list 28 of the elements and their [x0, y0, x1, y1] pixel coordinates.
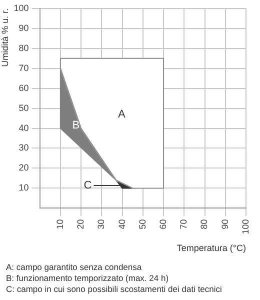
- y-tick-label: 60: [18, 82, 29, 93]
- y-tick-label: 50: [18, 102, 29, 113]
- text: A: campo garantito senza condensa: [6, 262, 143, 273]
- x-tick-label: 70: [178, 219, 189, 230]
- legend-label: C: [84, 180, 92, 192]
- x-tick-label: 50: [137, 219, 148, 230]
- series-label: A: [118, 108, 126, 120]
- x-tick-label: 100: [240, 219, 250, 234]
- y-tick-label: 20: [18, 162, 29, 173]
- y-tick-label: 40: [18, 122, 29, 133]
- x-tick-label: 40: [116, 219, 127, 230]
- y-axis-title: Umidità % u. r.: [0, 8, 10, 67]
- series-label: B: [72, 120, 80, 132]
- y-tick-label: 90: [18, 22, 29, 33]
- x-tick-label: 30: [96, 219, 106, 230]
- y-tick-label: 100: [14, 2, 29, 13]
- x-tick-label: 60: [158, 219, 168, 230]
- y-tick-label: 30: [18, 142, 29, 153]
- y-tick-label: 80: [18, 42, 29, 53]
- x-tick-label: 90: [220, 219, 230, 230]
- x-tick-label: 10: [54, 219, 65, 230]
- text: B: funzionamento temporizzato (max. 24 h): [6, 273, 170, 284]
- y-tick-label: 70: [18, 62, 29, 73]
- x-axis-title: Temperatura (°C): [176, 243, 246, 254]
- x-tick-label: 20: [76, 219, 86, 230]
- y-tick-label: 10: [18, 182, 29, 193]
- text: C: campo in cui sono possibili scostamenti dei dati tecnici: [6, 284, 222, 295]
- x-tick-label: 80: [199, 219, 210, 230]
